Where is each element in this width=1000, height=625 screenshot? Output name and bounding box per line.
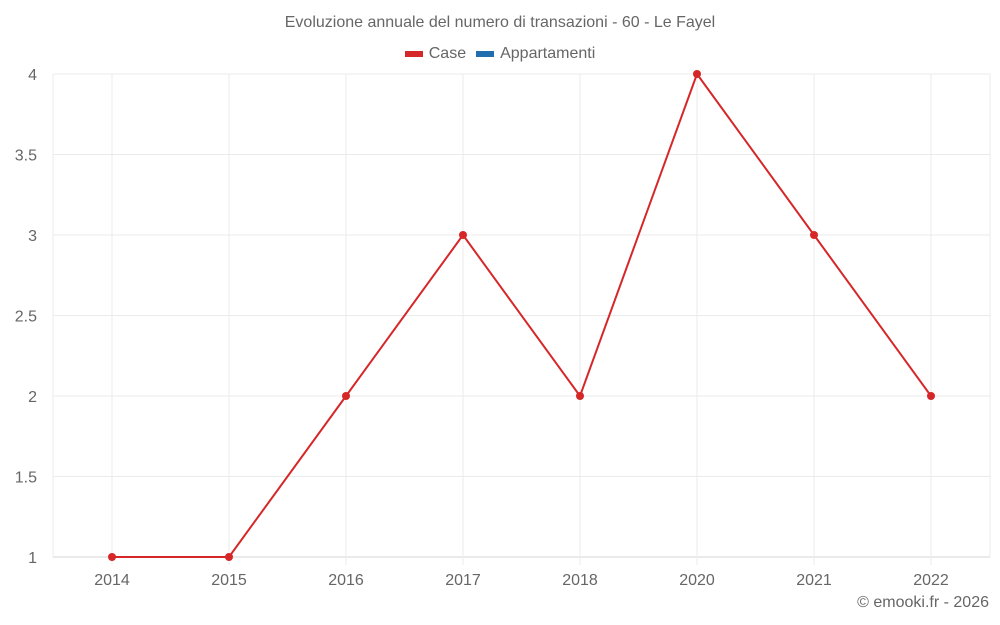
legend-swatch-case [404,51,423,57]
y-tick-label: 1.5 [15,470,37,487]
chart-title: Evoluzione annuale del numero di transaz… [284,14,716,31]
data-point[interactable] [225,553,233,561]
x-tick-label: 2018 [562,572,598,589]
data-point[interactable] [342,392,350,400]
x-tick-label: 2015 [211,572,247,589]
gridlines [52,73,991,565]
legend-item-case[interactable]: Case [404,45,467,63]
x-tick-label: 2021 [796,572,832,589]
data-point[interactable] [108,553,116,561]
legend: Case Appartamenti [0,45,1000,63]
y-tick-label: 3.5 [15,148,37,165]
credit-text: © emooki.fr - 2026 [857,594,989,611]
legend-swatch-appartamenti [476,51,495,57]
legend-label-case: Case [428,45,467,62]
x-tick-label: 2014 [94,572,130,589]
x-tick-label: 2022 [913,572,949,589]
x-tick-label: 2017 [445,572,481,589]
y-axis: 1 1.5 2 2.5 3 3.5 4 [15,67,37,567]
series-line [112,71,932,558]
x-tick-label: 2016 [328,572,364,589]
series-case [108,70,935,561]
data-point[interactable] [459,231,467,239]
data-point[interactable] [927,392,935,400]
y-tick-label: 1 [28,550,37,567]
y-tick-label: 3 [28,228,37,245]
data-point[interactable] [810,231,818,239]
data-point[interactable] [693,70,701,78]
x-axis: 2014 2015 2016 2017 2018 2020 2021 2022 [94,572,949,589]
legend-item-appartamenti[interactable]: Appartamenti [476,45,595,63]
y-tick-label: 2.5 [15,309,37,326]
data-point[interactable] [576,392,584,400]
y-tick-label: 2 [28,389,37,406]
y-tick-label: 4 [28,67,37,84]
legend-label-appartamenti: Appartamenti [500,45,596,62]
x-tick-label: 2020 [679,572,715,589]
